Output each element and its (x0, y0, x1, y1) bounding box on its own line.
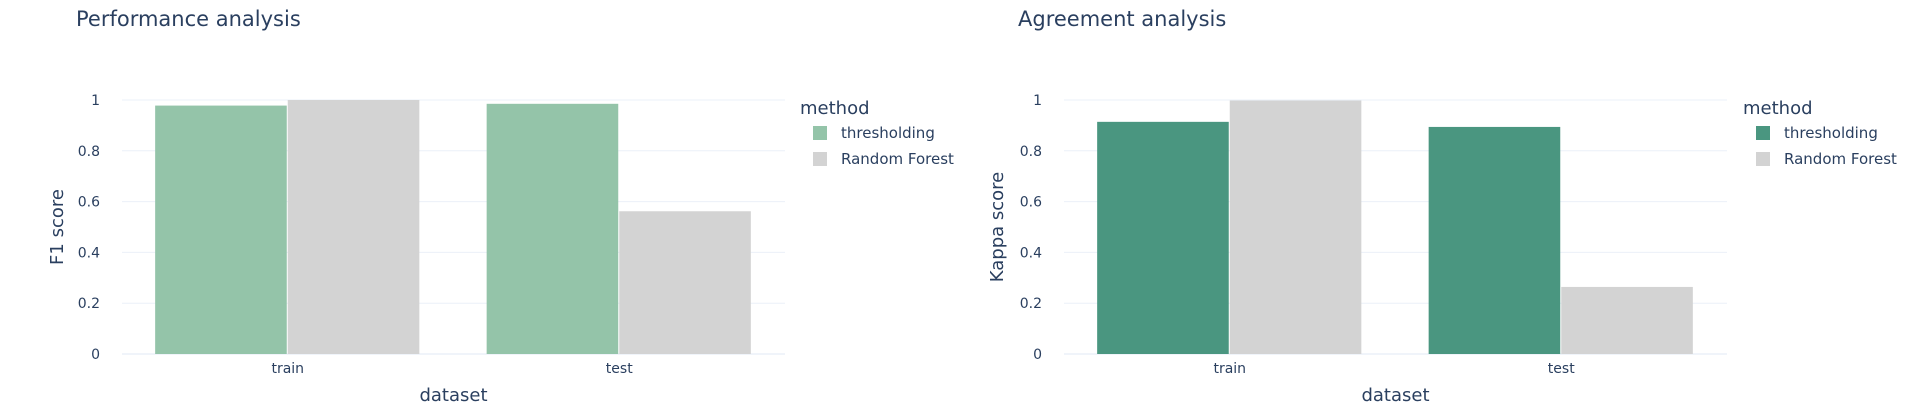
legend-item[interactable]: thresholding (813, 124, 935, 142)
x-axis-title: dataset (419, 385, 487, 406)
y-tick-label: 0.8 (1020, 144, 1042, 160)
y-tick-label: 0.2 (1020, 296, 1042, 312)
y-tick-label: 0.6 (1020, 195, 1042, 211)
x-tick-label: train (271, 361, 304, 377)
legend-item[interactable]: thresholding (1756, 124, 1878, 142)
bar-thresholding-train[interactable] (1097, 121, 1229, 355)
legend-item[interactable]: Random Forest (1756, 150, 1897, 168)
bar-random-forest-test[interactable] (1561, 286, 1693, 354)
y-tick-label: 0 (91, 347, 100, 363)
legend: method thresholding Random Forest (1743, 98, 1897, 168)
legend-item[interactable]: Random Forest (813, 150, 954, 168)
y-tick-label: 1 (1033, 93, 1042, 109)
legend-label: thresholding (1784, 124, 1878, 142)
legend: method thresholding Random Forest (800, 98, 954, 168)
bar-thresholding-train[interactable] (155, 105, 287, 354)
chart-title: Performance analysis (76, 7, 301, 31)
legend-swatch (1756, 126, 1770, 140)
chart-panel-2: Agreement analysis 0 0.2 0.4 0.6 0.8 1 train tes… (987, 7, 1897, 406)
y-axis-title: F1 score (47, 189, 68, 265)
legend-label: Random Forest (841, 150, 954, 168)
y-tick-label: 0 (1033, 347, 1042, 363)
y-tick-label: 1 (91, 93, 100, 109)
y-tick-label: 0.8 (78, 144, 100, 160)
x-axis-title: dataset (1361, 385, 1429, 406)
y-tick-label: 0.4 (1020, 245, 1042, 261)
y-tick-label: 0.2 (78, 296, 100, 312)
bar-random-forest-test[interactable] (619, 211, 751, 354)
y-axis-title: Kappa score (987, 172, 1008, 283)
legend-label: thresholding (841, 124, 935, 142)
y-tick-label: 0.4 (78, 245, 100, 261)
bar-random-forest-train[interactable] (287, 100, 420, 354)
bar-random-forest-train[interactable] (1229, 100, 1362, 355)
chart-panel-1: Performance analysis 0 0.2 0.4 0.6 0.8 1 train t… (47, 7, 954, 406)
x-tick-label: test (1548, 361, 1575, 377)
legend-title: method (1743, 98, 1813, 119)
legend-label: Random Forest (1784, 150, 1897, 168)
legend-swatch (813, 126, 827, 140)
legend-title: method (800, 98, 870, 119)
legend-swatch (1756, 152, 1770, 166)
x-tick-label: train (1213, 361, 1246, 377)
x-tick-label: test (606, 361, 633, 377)
bar-thresholding-test[interactable] (486, 103, 619, 354)
y-tick-label: 0.6 (78, 195, 100, 211)
chart-title: Agreement analysis (1018, 7, 1226, 31)
bar-thresholding-test[interactable] (1428, 126, 1561, 354)
legend-swatch (813, 152, 827, 166)
